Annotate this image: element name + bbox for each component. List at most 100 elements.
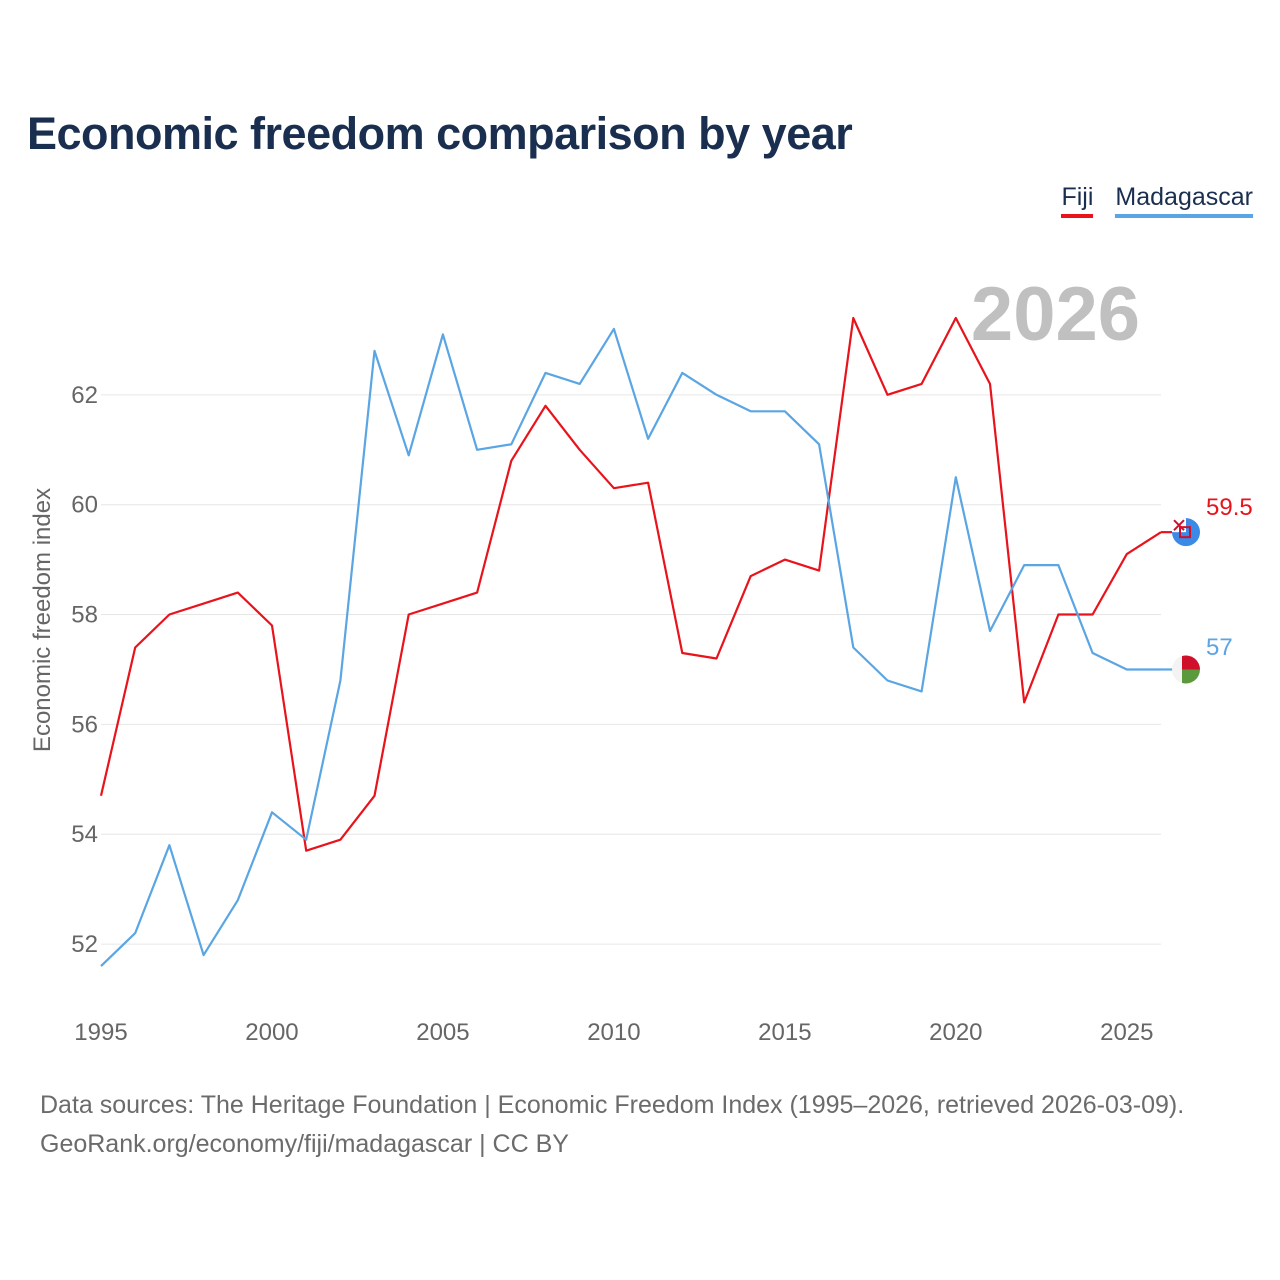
madagascar-flag-icon (1172, 655, 1200, 684)
y-tick-label: 56 (71, 711, 98, 738)
data-point-madagascar (1090, 650, 1095, 655)
x-tick-label: 2025 (1100, 1019, 1153, 1046)
data-point-madagascar (509, 442, 514, 447)
grid-lines (101, 394, 1161, 945)
x-tick-label: 2015 (758, 1019, 811, 1046)
data-point-madagascar (133, 931, 138, 936)
sources-line-2[interactable]: GeoRank.org/economy/fiji/madagascar | CC… (40, 1130, 569, 1158)
series-line-madagascar (100, 327, 1161, 967)
data-point-madagascar (1056, 563, 1061, 568)
data-point-madagascar (372, 348, 377, 353)
data-point-fiji (782, 557, 787, 562)
data-point-madagascar (406, 453, 411, 458)
data-point-fiji (611, 486, 616, 491)
data-point-fiji (646, 480, 651, 485)
data-point-fiji (1056, 612, 1061, 617)
data-point-fiji (133, 645, 138, 650)
data-point-madagascar (440, 332, 445, 337)
data-point-madagascar (714, 392, 719, 397)
line-chart: 52 54 56 58 60 62 1995 2000 2005 2010 2015 2020 202… (29, 272, 1253, 1046)
x-tick-label: 2000 (245, 1019, 298, 1046)
fiji-flag-shield (1179, 526, 1191, 539)
data-point-fiji (988, 381, 993, 386)
data-point-madagascar (1124, 667, 1129, 672)
sources-line-1: Data sources: The Heritage Foundation | … (40, 1091, 1185, 1119)
x-axis-ticks: 1995 2000 2005 2010 2015 2020 2025 (74, 1019, 1153, 1046)
data-point-fiji (269, 623, 274, 628)
data-point-fiji (372, 793, 377, 798)
x-tick-label: 2020 (929, 1019, 982, 1046)
data-point-madagascar (304, 837, 309, 842)
y-tick-label: 52 (71, 931, 98, 958)
y-tick-label: 58 (71, 602, 98, 629)
data-point-madagascar (988, 629, 993, 634)
fiji-flag-cross (1173, 519, 1185, 531)
data-sources: Data sources: The Heritage Foundation | … (40, 1086, 1184, 1164)
data-point-madagascar (167, 843, 172, 848)
year-watermark: 2026 (971, 272, 1140, 357)
data-point-fiji (201, 601, 206, 606)
legend-item-fiji[interactable]: Fiji (1061, 183, 1094, 218)
x-tick-label: 2005 (416, 1019, 469, 1046)
data-point-madagascar (99, 964, 104, 969)
data-point-fiji (1022, 700, 1027, 705)
madagascar-flag-red (1182, 655, 1200, 670)
end-value-label-madagascar: 57 (1206, 634, 1233, 661)
x-tick-label: 2010 (587, 1019, 640, 1046)
y-tick-label: 60 (71, 492, 98, 519)
y-tick-label: 54 (71, 821, 98, 848)
data-point-fiji (714, 656, 719, 661)
data-point-madagascar (646, 436, 651, 441)
data-point-madagascar (817, 442, 822, 447)
data-point-fiji (440, 601, 445, 606)
data-point-fiji (1124, 552, 1129, 557)
series-line-fiji (99, 316, 1162, 852)
data-point-fiji (577, 447, 582, 452)
data-point-madagascar (748, 409, 753, 414)
data-point-fiji (167, 612, 172, 617)
data-point-madagascar (475, 447, 480, 452)
x-tick-label: 1995 (74, 1019, 127, 1046)
data-point-madagascar (851, 645, 856, 650)
data-point-madagascar (235, 898, 240, 903)
data-point-fiji (406, 612, 411, 617)
fiji-flag-icon (1172, 518, 1200, 547)
legend-item-madagascar[interactable]: Madagascar (1115, 183, 1253, 218)
data-point-fiji (680, 650, 685, 655)
data-point-madagascar (269, 810, 274, 815)
data-point-fiji (543, 403, 548, 408)
data-point-fiji (304, 848, 309, 853)
page-title: Economic freedom comparison by year (27, 108, 853, 159)
data-point-fiji (748, 574, 753, 579)
data-point-madagascar (201, 953, 206, 958)
y-axis-ticks: 52 54 56 58 60 62 (71, 382, 98, 958)
data-point-madagascar (885, 678, 890, 683)
data-point-madagascar (611, 326, 616, 331)
data-point-fiji (1090, 612, 1095, 617)
data-point-madagascar (1022, 563, 1027, 568)
data-point-fiji (953, 315, 958, 320)
data-point-fiji (817, 568, 822, 573)
madagascar-flag-green (1182, 669, 1200, 684)
data-point-fiji (851, 315, 856, 320)
data-point-fiji (235, 590, 240, 595)
data-point-madagascar (338, 678, 343, 683)
data-point-madagascar (680, 370, 685, 375)
data-point-fiji (338, 837, 343, 842)
legend: Fiji Madagascar (1061, 183, 1253, 218)
data-point-madagascar (953, 475, 958, 480)
data-series (99, 315, 1162, 969)
data-point-fiji (885, 392, 890, 397)
data-point-fiji (919, 381, 924, 386)
data-point-madagascar (782, 409, 787, 414)
y-tick-label: 62 (71, 382, 98, 409)
data-point-fiji (99, 793, 104, 798)
data-point-madagascar (543, 370, 548, 375)
data-point-madagascar (577, 381, 582, 386)
y-axis-label: Economic freedom index (29, 488, 56, 752)
data-point-fiji (475, 590, 480, 595)
data-point-fiji (509, 458, 514, 463)
end-value-label-fiji: 59.5 (1206, 494, 1253, 521)
series-end-markers: 59.5 57 (1161, 494, 1253, 684)
data-point-madagascar (919, 689, 924, 694)
